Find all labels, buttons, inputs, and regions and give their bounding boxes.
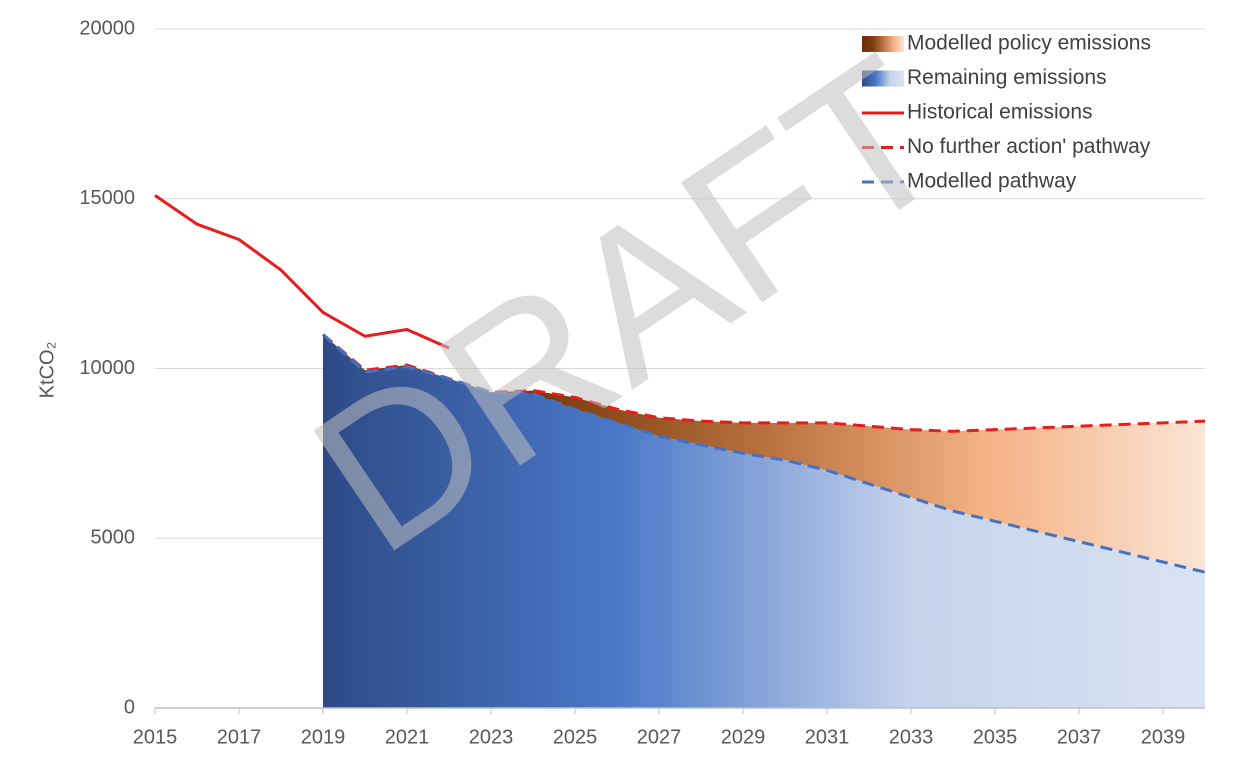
y-tick-label: 5000: [91, 527, 136, 549]
x-tick-label: 2031: [805, 726, 850, 748]
x-tick-label: 2037: [1057, 726, 1102, 748]
x-tick-label: 2027: [637, 726, 682, 748]
y-tick-label: 0: [124, 696, 135, 718]
legend-label: Modelled pathway: [907, 170, 1077, 193]
legend-swatch: [862, 70, 904, 87]
x-tick-label: 2025: [553, 726, 598, 748]
x-tick-label: 2017: [217, 726, 262, 748]
x-tick-label: 2019: [301, 726, 346, 748]
legend-label: Historical emissions: [907, 101, 1093, 124]
x-tick-label: 2033: [889, 726, 934, 748]
line: [154, 194, 450, 350]
y-axis-label: KtCO₂: [36, 342, 58, 399]
legend-label: Remaining emissions: [907, 66, 1107, 89]
line: [322, 333, 1206, 433]
x-tick-label: 2035: [973, 726, 1018, 748]
x-tick-label: 2015: [133, 726, 178, 748]
area: [323, 334, 1205, 573]
legend-swatch: [862, 36, 904, 52]
legend-label: Modelled policy emissions: [907, 32, 1151, 55]
x-tick-label: 2023: [469, 726, 514, 748]
y-tick-label: 15000: [79, 187, 135, 209]
area: [323, 334, 1205, 708]
legend-label: No further action' pathway: [907, 135, 1151, 158]
x-tick-label: 2039: [1141, 726, 1186, 748]
x-tick-label: 2021: [385, 726, 430, 748]
y-tick-label: 20000: [79, 17, 135, 39]
y-tick-label: 10000: [79, 357, 135, 379]
x-tick-label: 2029: [721, 726, 766, 748]
